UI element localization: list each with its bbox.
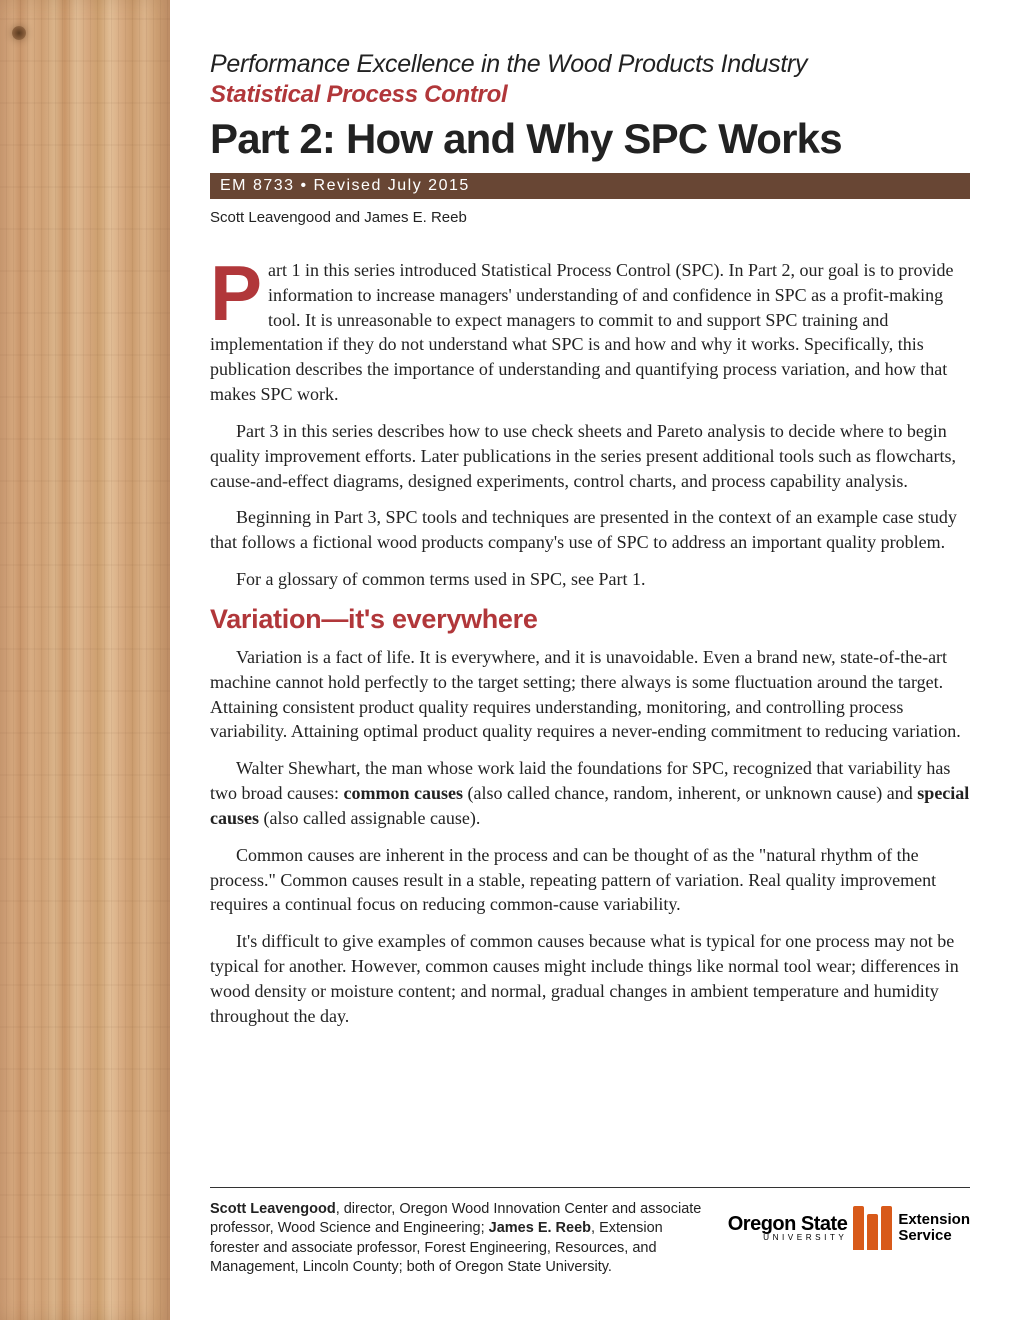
- service-label: Service: [898, 1228, 970, 1244]
- publication-info-bar: EM 8733 • Revised July 2015: [210, 173, 970, 199]
- paragraph-1: P art 1 in this series introduced Statis…: [210, 258, 970, 407]
- paragraph-7: Common causes are inherent in the proces…: [210, 843, 970, 917]
- paragraph-3: Beginning in Part 3, SPC tools and techn…: [210, 505, 970, 555]
- paragraph-2: Part 3 in this series describes how to u…: [210, 419, 970, 493]
- document-title: Part 2: How and Why SPC Works: [210, 115, 970, 163]
- osu-logo-state: Oregon State: [728, 1214, 848, 1234]
- paragraph-1-text: art 1 in this series introduced Statisti…: [210, 260, 953, 404]
- osu-logo-text-right: Extension Service: [898, 1212, 970, 1244]
- osu-bar-icon: [867, 1214, 878, 1250]
- series-title: Performance Excellence in the Wood Produ…: [210, 50, 970, 79]
- osu-logo-text-left: Oregon State UNIVERSITY: [728, 1214, 848, 1242]
- footer-rule: [210, 1187, 970, 1188]
- paragraph-6: Walter Shewhart, the man whose work laid…: [210, 756, 970, 830]
- author-bio: Scott Leavengood, director, Oregon Wood …: [210, 1200, 708, 1278]
- main-content: Performance Excellence in the Wood Produ…: [210, 50, 970, 1041]
- osu-bar-icon: [853, 1206, 864, 1250]
- authors-line: Scott Leavengood and James E. Reeb: [210, 209, 970, 226]
- osu-logo-university: UNIVERSITY: [728, 1234, 848, 1242]
- osu-logo-mark: [853, 1206, 892, 1250]
- paragraph-5: Variation is a fact of life. It is every…: [210, 645, 970, 744]
- drop-cap: P: [210, 258, 268, 326]
- osu-bar-icon: [881, 1206, 892, 1250]
- paragraph-8: It's difficult to give examples of commo…: [210, 929, 970, 1028]
- paragraph-4: For a glossary of common terms used in S…: [210, 567, 970, 592]
- document-subtitle: Statistical Process Control: [210, 81, 970, 109]
- section-heading-variation: Variation—it's everywhere: [210, 604, 970, 635]
- body-text: P art 1 in this series introduced Statis…: [210, 258, 970, 1029]
- osu-logo: Oregon State UNIVERSITY Extension Servic…: [728, 1200, 970, 1250]
- wood-texture-sidebar: [0, 0, 170, 1320]
- footer: Scott Leavengood, director, Oregon Wood …: [210, 1187, 970, 1278]
- extension-label: Extension: [898, 1212, 970, 1228]
